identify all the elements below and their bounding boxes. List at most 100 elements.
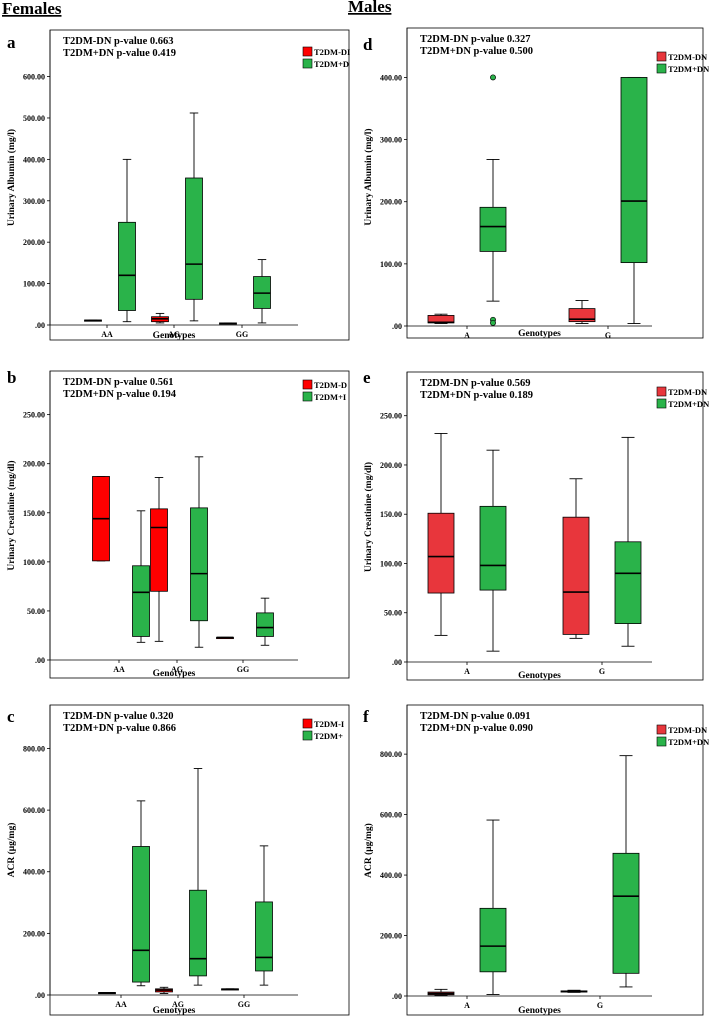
y-tick-label: 800.00 [23, 744, 45, 753]
y-tick-label: 200.00 [380, 932, 402, 941]
legend-entry: T2DM-DN [668, 725, 708, 735]
pvalue-text: T2DM-DN p-value 0.663 [63, 36, 174, 47]
panel-label: f [363, 707, 369, 726]
x-tick-label: GG [237, 665, 249, 674]
legend-swatch [656, 724, 667, 735]
y-tick-label: 100.00 [380, 260, 402, 269]
box-rect [189, 889, 207, 977]
legend-swatch [302, 391, 313, 402]
box-rect [620, 77, 648, 264]
y-tick-label: 200.00 [380, 461, 402, 470]
y-tick-label: 150.00 [380, 510, 402, 519]
y-tick-label: 250.00 [380, 412, 402, 421]
y-axis-label: ACR (μg/mg) [6, 823, 17, 878]
y-tick-label: 100.00 [23, 558, 45, 567]
y-tick-label: 400.00 [380, 73, 402, 82]
pvalue-text: T2DM+DN p-value 0.500 [420, 46, 533, 57]
legend-entry: T2DM-DN [668, 387, 708, 397]
panel-label: e [363, 368, 371, 387]
x-tick-label: G [605, 331, 611, 340]
y-tick-label: 400.00 [23, 868, 45, 877]
chart-frame [406, 704, 704, 1016]
y-axis-label: Urinary Creatinine (mg/dl) [6, 460, 17, 570]
pvalue-text: T2DM-DN p-value 0.320 [63, 711, 174, 722]
box-rect [612, 852, 640, 974]
x-tick-label: G [599, 667, 605, 676]
box-rect [479, 907, 507, 973]
y-tick-label: .00 [392, 992, 402, 1001]
box-rect [255, 901, 273, 972]
y-axis-label: ACR (μg/mg) [363, 823, 374, 878]
x-tick-label: AA [113, 665, 125, 674]
panel-label: c [7, 707, 15, 726]
panel-label: d [363, 35, 373, 54]
y-tick-label: .00 [35, 656, 45, 665]
box-rect [256, 612, 274, 637]
x-axis-label: Genotypes [153, 1006, 196, 1016]
legend-swatch [656, 398, 667, 409]
legend-swatch [302, 58, 313, 69]
box-rect [614, 541, 642, 624]
x-tick-label: AA [115, 1000, 127, 1009]
y-tick-label: 400.00 [380, 871, 402, 880]
y-tick-label: 600.00 [23, 73, 45, 82]
y-tick-label: 800.00 [380, 750, 402, 759]
pvalue-text: T2DM-DN p-value 0.569 [420, 378, 531, 389]
legend-swatch [302, 46, 313, 57]
x-tick-label: AG [168, 330, 180, 339]
y-tick-label: 400.00 [23, 155, 45, 164]
outlier-point [490, 74, 496, 81]
panel-label: b [7, 368, 16, 387]
box-rect [479, 505, 507, 591]
y-tick-label: 200.00 [23, 238, 45, 247]
y-axis-label: Urinary Albumin (mg/l) [6, 129, 17, 226]
legend-entry: T2DM-DN [668, 52, 708, 62]
legend-entry: T2DM+D [314, 59, 349, 69]
pvalue-text: T2DM-DN p-value 0.091 [420, 711, 531, 722]
legend-entry: T2DM+I [314, 392, 347, 402]
box-rect [190, 507, 208, 622]
legend-swatch [656, 51, 667, 62]
legend-entry: T2DM-D [314, 380, 347, 390]
legend-entry: T2DM+DN [668, 64, 709, 74]
pvalue-text: T2DM+DN p-value 0.090 [420, 723, 533, 734]
legend-swatch [302, 718, 313, 729]
x-axis-label: Genotypes [153, 331, 196, 341]
y-tick-label: 50.00 [27, 607, 45, 616]
y-tick-label: 100.00 [23, 280, 45, 289]
y-tick-label: .00 [35, 991, 45, 1000]
x-axis-label: Genotypes [518, 1006, 561, 1016]
box-rect [150, 508, 168, 592]
y-tick-label: 100.00 [380, 559, 402, 568]
panel-label: a [7, 33, 16, 52]
x-tick-label: A [464, 1001, 470, 1010]
y-tick-label: 600.00 [23, 806, 45, 815]
legend-swatch [302, 379, 313, 390]
outlier-point [490, 319, 496, 326]
pvalue-text: T2DM+DN p-value 0.419 [63, 48, 176, 59]
x-tick-label: AA [101, 330, 113, 339]
x-tick-label: A [464, 331, 470, 340]
y-tick-label: 200.00 [23, 929, 45, 938]
females-title: Females [2, 0, 62, 18]
box-rect [185, 177, 203, 300]
x-axis-label: Genotypes [518, 329, 561, 339]
box-rect [118, 221, 136, 311]
legend-entry: T2DM+DN [668, 399, 709, 409]
pvalue-text: T2DM+DN p-value 0.189 [420, 390, 533, 401]
y-axis-label: Urinary Creatinine (mg/dl) [363, 462, 374, 572]
x-tick-label: GG [238, 1000, 250, 1009]
legend-swatch [656, 386, 667, 397]
males-title: Males [348, 0, 392, 16]
legend-swatch [656, 63, 667, 74]
pvalue-text: T2DM+DN p-value 0.194 [63, 389, 177, 400]
legend-swatch [302, 730, 313, 741]
x-tick-label: AG [171, 665, 183, 674]
